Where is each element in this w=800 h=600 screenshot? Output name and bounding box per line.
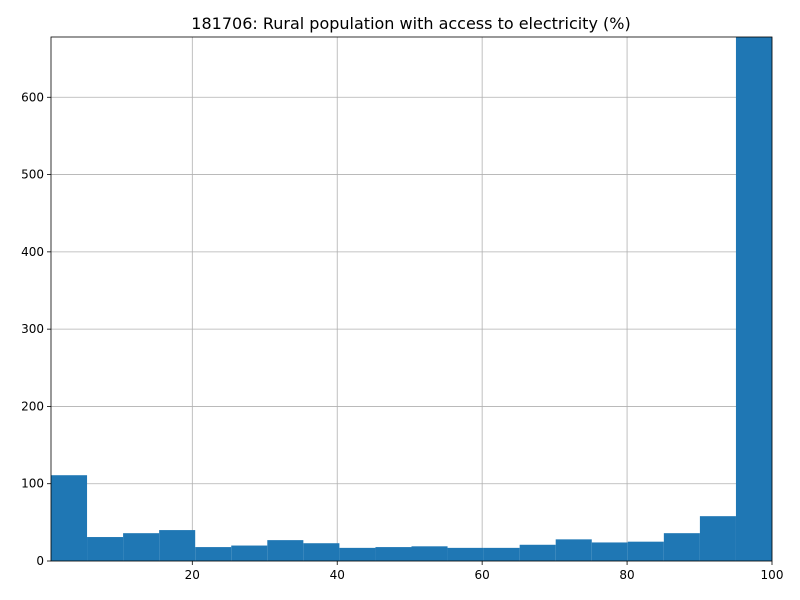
x-tick-label: 100 [761,568,784,582]
x-tick-label: 40 [330,568,345,582]
x-tick-label: 80 [619,568,634,582]
x-axis: 20 40 60 80 100 [185,561,784,582]
y-axis: 0 100 200 300 400 500 600 [21,90,51,568]
histogram-bar [483,547,520,561]
histogram-bar [267,540,304,561]
histogram-bars [51,37,772,561]
histogram-bar [339,547,376,561]
y-tick-label: 400 [21,245,44,259]
y-tick-label: 300 [21,322,44,336]
x-tick-label: 20 [185,568,200,582]
y-tick-label: 100 [21,477,44,491]
histogram-bar [195,547,232,561]
histogram-bar [663,533,700,561]
y-tick-label: 500 [21,168,44,182]
histogram-bar [51,475,88,561]
histogram-bar [123,533,160,561]
histogram-bar [447,547,484,561]
histogram-bar [87,537,124,561]
chart-title: 181706: Rural population with access to … [191,14,630,33]
y-tick-label: 200 [21,399,44,413]
histogram-bar [303,543,340,561]
x-tick-label: 60 [475,568,490,582]
histogram-bar [555,539,592,561]
plot-frame [50,36,773,562]
histogram-bar [519,544,556,561]
histogram-bar [699,516,736,561]
histogram-bar [735,37,772,561]
y-tick-label: 0 [36,554,44,568]
histogram-bar [411,546,448,561]
histogram-bar [159,530,196,561]
histogram-bar [375,547,412,561]
histogram-bar [591,542,628,561]
y-tick-label: 600 [21,90,44,104]
histogram-bar [231,545,268,561]
histogram-bar [627,541,664,561]
grid-lines [51,37,773,562]
